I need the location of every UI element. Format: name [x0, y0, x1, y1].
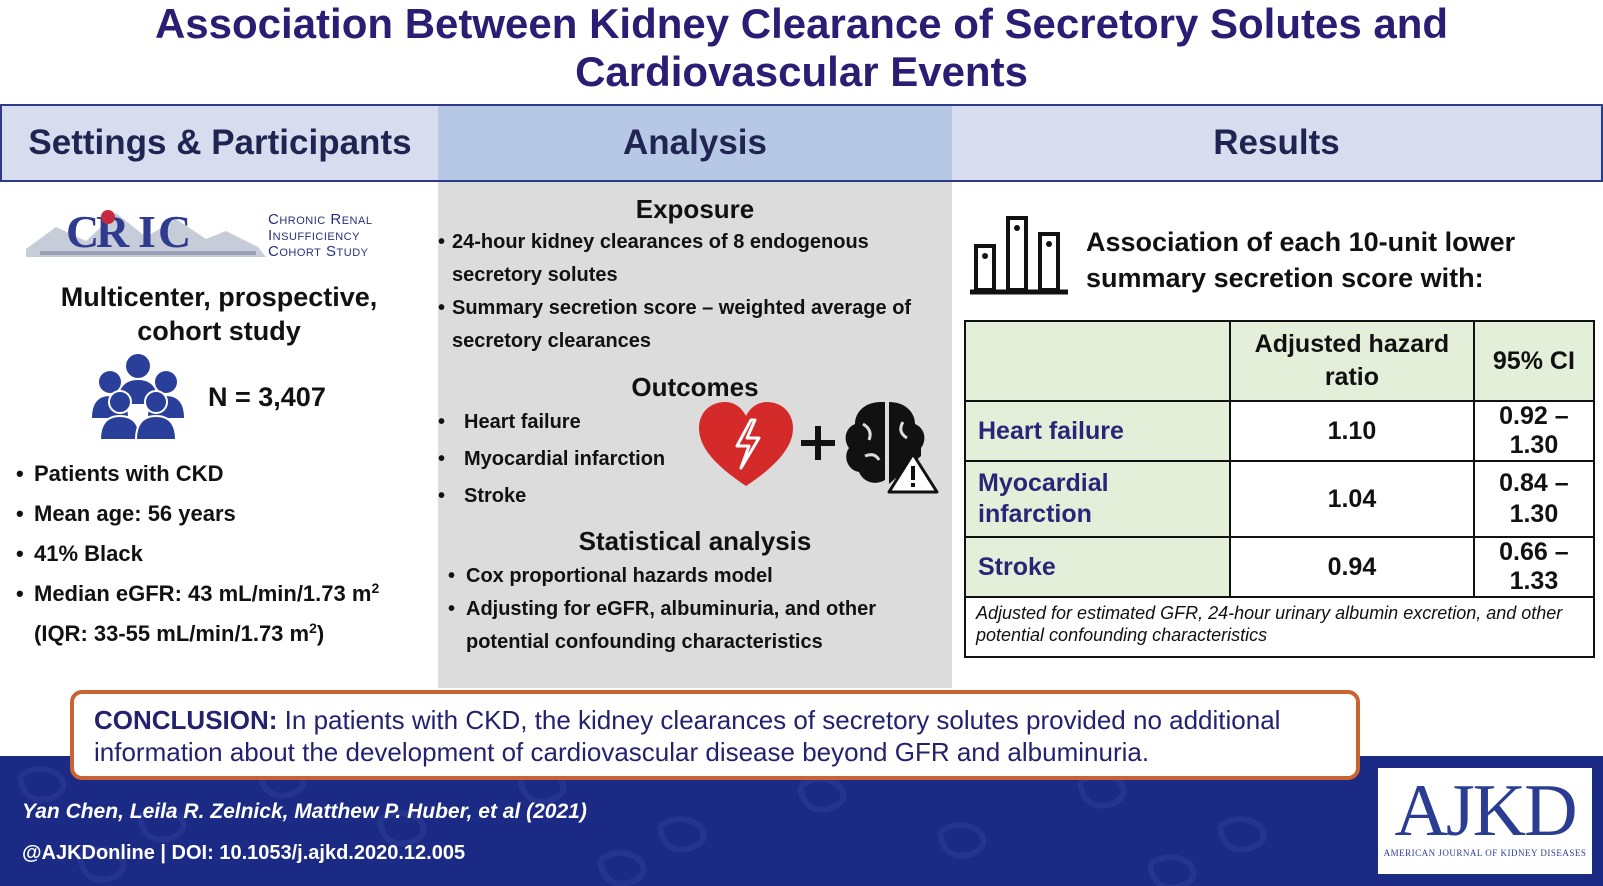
ci-value: 0.84 – 1.30 — [1472, 460, 1596, 538]
plus-icon — [801, 426, 835, 460]
list-item: Myocardial infarction — [438, 441, 698, 478]
svg-text:C: C — [66, 206, 99, 257]
list-item: Cox proportional hazards model — [448, 560, 938, 593]
row-label: Heart failure — [964, 400, 1231, 462]
heart-icon — [699, 402, 793, 486]
ajkd-logo-text: AJKD — [1394, 770, 1577, 852]
exposure-list: 24-hour kidney clearances of 8 endogenou… — [438, 226, 938, 358]
list-item: Stroke — [438, 478, 698, 515]
conclusion-text: In patients with CKD, the kidney clearan… — [94, 705, 1281, 767]
column-header-ci: 95% CI — [1472, 320, 1596, 402]
hr-value: 1.04 — [1229, 460, 1475, 538]
outcome-icons — [699, 402, 939, 494]
stat-list: Cox proportional hazards model Adjusting… — [448, 560, 938, 659]
outcomes-list: Heart failure Myocardial infarction Stro… — [438, 404, 698, 515]
list-item: Mean age: 56 years — [16, 494, 436, 534]
list-item-egfr: Median eGFR: 43 mL/min/1.73 m2 — [16, 574, 436, 614]
results-table: Adjusted hazard ratio 95% CI Heart failu… — [964, 320, 1596, 598]
study-type-line-2: cohort study — [137, 316, 301, 346]
table-header-blank — [964, 320, 1231, 402]
analysis-panel: Exposure 24-hour kidney clearances of 8 … — [438, 182, 952, 688]
title-line-1: Association Between Kidney Clearance of … — [154, 0, 1449, 47]
study-type-line-1: Multicenter, prospective, — [60, 282, 378, 312]
doi-link[interactable]: @AJKDonline | DOI: 10.1053/j.ajkd.2020.1… — [22, 842, 466, 864]
hr-value: 1.10 — [1229, 400, 1475, 462]
list-item: 41% Black — [16, 534, 436, 574]
egfr-superscript: 2 — [371, 580, 380, 596]
conclusion-label: CONCLUSION: — [94, 705, 278, 735]
participant-list: Patients with CKD Mean age: 56 years 41%… — [16, 454, 436, 654]
cric-line-1: Chronic Renal — [268, 211, 373, 228]
cric-logo-text: Chronic Renal Insufficiency Cohort Study — [268, 212, 418, 260]
exposure-title: Exposure — [635, 194, 755, 224]
results-panel: Association of each 10-unit lower summar… — [952, 182, 1603, 692]
ci-value: 0.92 – 1.30 — [1472, 400, 1596, 462]
svg-text:C: C — [158, 206, 191, 257]
page-title: Association Between Kidney Clearance of … — [0, 0, 1603, 100]
header-results: Results — [952, 106, 1603, 180]
table-row: Stroke 0.94 0.66 – 1.33 — [964, 536, 1596, 598]
iqr-text: (IQR: 33-55 mL/min/1.73 m — [34, 621, 310, 646]
table-header-row: Adjusted hazard ratio 95% CI — [964, 320, 1596, 402]
table-footnote: Adjusted for estimated GFR, 24-hour urin… — [964, 596, 1595, 658]
list-item: Patients with CKD — [16, 454, 436, 494]
settings-panel: C R I C Chronic Renal Insufficiency Coho… — [0, 182, 438, 692]
list-item: Adjusting for eGFR, albuminuria, and oth… — [448, 593, 938, 659]
iqr-superscript: 2 — [309, 620, 317, 636]
row-label: Myocardial infarction — [964, 460, 1231, 538]
stat-title: Statistical analysis — [578, 526, 812, 556]
ajkd-logo: AJKD AMERICAN JOURNAL OF KIDNEY DISEASES — [1378, 768, 1592, 874]
list-item: Summary secretion score – weighted avera… — [438, 292, 938, 358]
row-label: Stroke — [964, 536, 1231, 598]
outcomes-title: Outcomes — [631, 372, 759, 402]
table-row: Myocardial infarction 1.04 0.84 – 1.30 — [964, 460, 1596, 538]
iqr-close: ) — [316, 621, 325, 646]
list-item: Heart failure — [438, 404, 698, 441]
egfr-text: Median eGFR: 43 mL/min/1.73 m — [34, 581, 372, 606]
title-line-2: Cardiovascular Events — [575, 48, 1028, 95]
cric-line-2: Insufficiency — [268, 227, 360, 244]
hr-value: 0.94 — [1229, 536, 1475, 598]
brain-warning-icon — [845, 402, 939, 494]
table-row: Heart failure 1.10 0.92 – 1.30 — [964, 400, 1596, 462]
section-header-row: Settings & Participants Analysis Results — [0, 104, 1603, 182]
people-icon — [92, 354, 184, 441]
header-analysis: Analysis — [438, 106, 952, 180]
cric-logo: C R I C — [26, 206, 266, 257]
participant-count: N = 3,407 — [208, 382, 326, 412]
authors-citation: Yan Chen, Leila R. Zelnick, Matthew P. H… — [22, 800, 587, 823]
svg-text:I: I — [138, 206, 156, 257]
list-item-iqr: (IQR: 33-55 mL/min/1.73 m2) — [16, 614, 436, 654]
column-header-hr: Adjusted hazard ratio — [1229, 320, 1475, 402]
bar-chart-icon — [970, 216, 1068, 295]
study-type: Multicenter, prospective, cohort study — [0, 280, 438, 348]
association-text: Association of each 10-unit lower summar… — [1086, 227, 1516, 293]
ajkd-journal-name: AMERICAN JOURNAL OF KIDNEY DISEASES — [1383, 848, 1587, 858]
header-settings: Settings & Participants — [0, 106, 438, 180]
ci-value: 0.66 – 1.33 — [1472, 536, 1596, 598]
list-item: 24-hour kidney clearances of 8 endogenou… — [438, 226, 938, 292]
cric-line-3: Cohort Study — [268, 243, 369, 260]
conclusion-box: CONCLUSION: In patients with CKD, the ki… — [70, 690, 1360, 780]
